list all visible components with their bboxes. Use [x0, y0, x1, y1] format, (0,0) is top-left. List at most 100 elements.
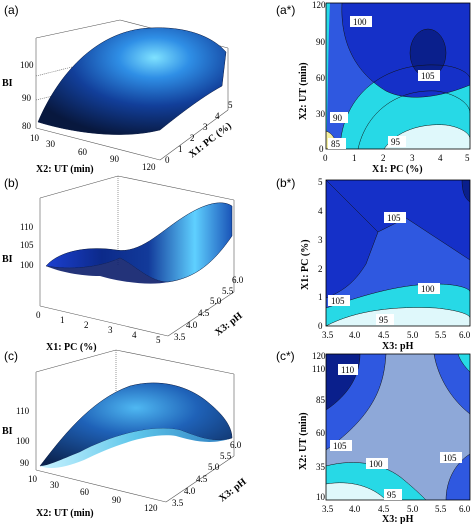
y-axis-label: X1: PC (%): [300, 239, 311, 290]
x-tick: 3.5: [322, 504, 334, 514]
y-tick: 3: [318, 235, 323, 245]
svg-text:95: 95: [391, 137, 401, 147]
panel-label: (c): [4, 349, 18, 363]
svg-text:110: 110: [341, 365, 355, 375]
x-tick: 90: [112, 495, 122, 505]
x-tick: 5.5: [435, 330, 447, 340]
panel-c-surface: (c) 90 100 110 BI 10 30 60 90 120 X2: UT…: [2, 349, 249, 519]
x-axis-label: X3: pH: [382, 514, 414, 524]
x-tick: 0: [36, 310, 41, 320]
y-tick: 120: [312, 0, 326, 10]
y-tick: 3: [203, 122, 208, 132]
x-tick: 4: [438, 153, 443, 163]
z-tick: 80: [22, 121, 32, 131]
y-tick: 5: [318, 177, 323, 187]
y-tick: 4.0: [186, 320, 198, 330]
z-tick: 100: [20, 60, 34, 70]
y-tick: 30: [316, 109, 326, 119]
y-tick: 1: [318, 292, 323, 302]
contour-label: 90: [330, 112, 348, 123]
svg-text:100: 100: [369, 459, 383, 469]
y-tick: 1: [178, 144, 183, 154]
panel-b-surface: (b) 100 105 110 BI 0 1 2 3 4 5 X1: PC (%…: [2, 175, 245, 353]
z-tick: 110: [20, 222, 34, 232]
z-axis-label: BI: [2, 78, 13, 89]
x-tick: 90: [110, 154, 120, 164]
svg-text:105: 105: [443, 453, 457, 463]
response-surface: [39, 382, 233, 467]
y-tick: 5.0: [210, 296, 222, 306]
x-tick: 120: [144, 503, 158, 513]
svg-text:85: 85: [331, 139, 341, 149]
y-tick: 4: [215, 111, 220, 121]
x-tick: 5.5: [435, 504, 447, 514]
x-tick: 4: [132, 330, 137, 340]
contour-label: 95: [388, 136, 406, 147]
contour-label: 85: [328, 138, 346, 149]
panel-a-surface: (a) 80 90 100 BI 10 30 60 90 120 X2: UT …: [2, 3, 234, 175]
x-tick: 3: [410, 153, 415, 163]
panel-label: (b*): [276, 176, 295, 190]
x-tick: 5.0: [407, 504, 419, 514]
y-axis-label: X2: UT (min): [298, 412, 309, 470]
y-tick: 10: [316, 492, 326, 502]
response-surface: [37, 27, 227, 135]
x-tick: 4.0: [349, 330, 361, 340]
x-tick: 0: [323, 153, 328, 163]
z-tick: 110: [16, 406, 30, 416]
x-tick: 3: [108, 325, 113, 335]
x-axis-label: X1: PC (%): [372, 164, 423, 175]
contour-label: 95: [384, 489, 402, 500]
y-tick: 120: [312, 351, 326, 361]
y-tick: 4.5: [198, 308, 210, 318]
panel-a-star-contour: (a*) 100 105: [276, 0, 471, 175]
panel-label: (b): [4, 176, 19, 190]
z-tick: 100: [20, 260, 34, 270]
panel-label: (a): [4, 3, 19, 17]
x-tick: 4.5: [378, 504, 390, 514]
contour-label: 110: [338, 364, 358, 375]
contour-label: 105: [384, 212, 406, 223]
y-tick: 90: [316, 37, 326, 47]
z-axis-label: BI: [2, 254, 13, 265]
y-tick: 3.5: [172, 498, 184, 508]
contour-label: 105: [440, 452, 462, 463]
x-tick: 120: [142, 162, 156, 172]
contour-label: 100: [366, 458, 388, 469]
y-tick: 5.5: [220, 451, 232, 461]
panel-b-star-contour: (b*) 105 105 100: [276, 176, 471, 352]
svg-text:105: 105: [333, 441, 347, 451]
y-tick: 6.0: [230, 440, 242, 450]
y-tick: 4.5: [196, 474, 208, 484]
x-axis-label: X3: pH: [382, 341, 414, 352]
svg-text:105: 105: [331, 296, 345, 306]
panel-c-star-contour: (c*) 110 10: [276, 349, 471, 524]
contour-plot: [326, 3, 470, 149]
z-tick: 105: [20, 240, 34, 250]
y-tick: 5: [228, 100, 233, 110]
x-tick: 10: [30, 133, 40, 143]
x-tick: 4.5: [378, 330, 390, 340]
y-tick: 60: [316, 73, 326, 83]
x-tick: 2: [381, 153, 386, 163]
y-tick: 0: [318, 321, 323, 331]
x-tick: 1: [352, 153, 357, 163]
x-axis-label: X1: PC (%): [46, 342, 97, 353]
y-tick: 2: [190, 133, 195, 143]
y-tick: 6.0: [232, 275, 244, 285]
z-tick: 90: [22, 93, 32, 103]
x-tick: 2: [84, 320, 89, 330]
y-tick: 35: [316, 462, 326, 472]
x-tick: 10: [28, 474, 38, 484]
svg-text:105: 105: [387, 213, 401, 223]
x-tick: 5: [156, 335, 161, 345]
y-tick: 4.0: [184, 486, 196, 496]
contour-label: 100: [350, 16, 372, 27]
panel-label: (c*): [276, 349, 295, 363]
y-tick: 60: [316, 428, 326, 438]
contour-label: 105: [418, 70, 440, 81]
x-axis-label: X2: UT (min): [36, 164, 94, 175]
y-tick: 3.5: [174, 332, 186, 342]
contour-label: 95: [376, 314, 394, 325]
